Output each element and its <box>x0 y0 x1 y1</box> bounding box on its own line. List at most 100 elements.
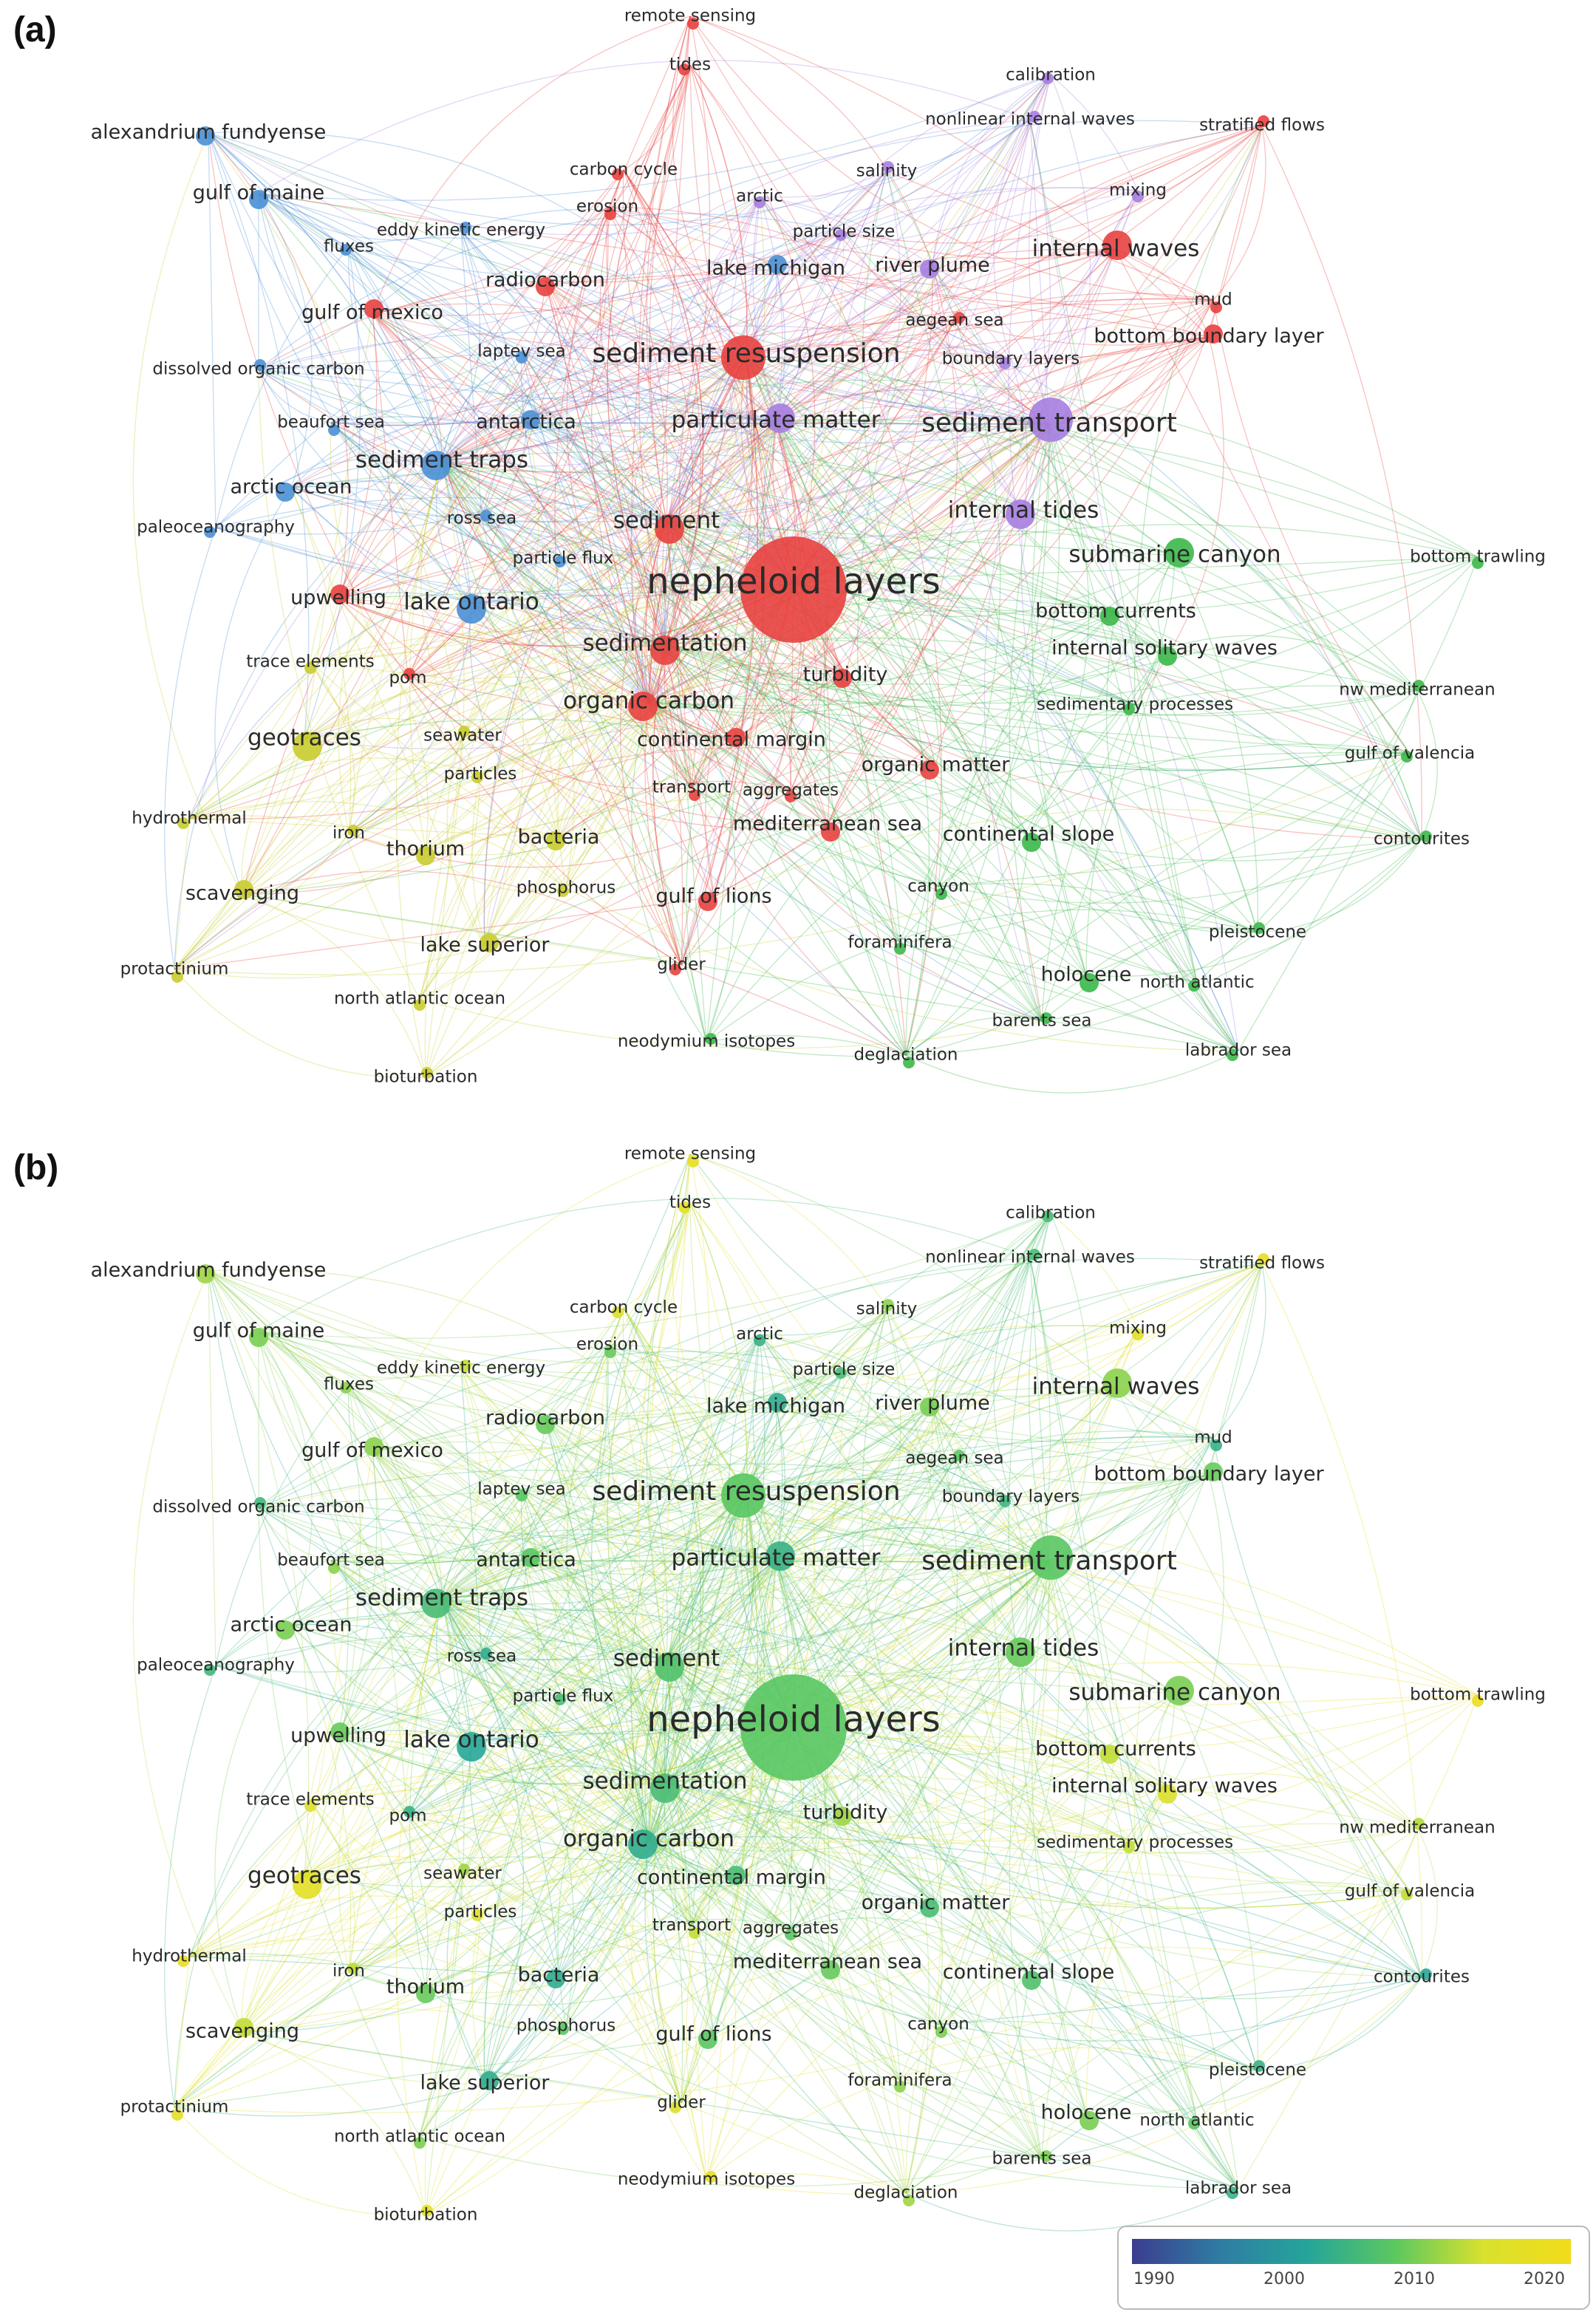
edge <box>441 1489 522 1600</box>
node-circle <box>480 1648 492 1660</box>
edge <box>330 1560 481 1913</box>
edge <box>258 193 564 559</box>
edge <box>905 2155 1043 2194</box>
edge <box>208 1270 349 1385</box>
edge <box>993 1213 1051 1498</box>
edge <box>242 893 682 966</box>
node-label: antarctica <box>476 1549 576 1572</box>
edge <box>554 169 682 966</box>
node-label: glider <box>657 2093 706 2113</box>
edge <box>419 420 777 1000</box>
edge <box>290 1625 794 1722</box>
edge <box>775 1257 1031 1560</box>
edge <box>1031 423 1087 976</box>
edge <box>562 558 649 703</box>
edge <box>484 1334 765 2084</box>
panel-a-label: (a) <box>13 10 57 50</box>
edge <box>441 1558 777 1605</box>
edge <box>790 779 1029 836</box>
node-circle <box>655 1652 684 1682</box>
edge <box>664 644 791 791</box>
edge <box>681 1823 1418 2104</box>
edge <box>242 2031 682 2104</box>
edge <box>174 1956 190 2108</box>
edge <box>348 246 667 522</box>
edge <box>938 1881 1411 2025</box>
edge <box>290 457 667 522</box>
edge <box>338 422 527 599</box>
edge <box>310 630 666 663</box>
node-circle <box>204 1664 216 1676</box>
edge <box>208 1257 1031 1364</box>
edge <box>746 1387 1116 1493</box>
edge <box>775 1558 1116 1750</box>
node-label: lake superior <box>420 934 550 957</box>
node-label: eddy kinetic energy <box>377 1359 545 1378</box>
edge <box>338 248 1116 599</box>
edge <box>174 1971 349 2108</box>
edge <box>932 1257 1031 1405</box>
edge <box>484 1369 845 2084</box>
edge <box>664 320 955 645</box>
edge <box>372 1450 1165 1787</box>
edge <box>746 354 1198 983</box>
edge <box>372 1450 828 1963</box>
node-circle <box>554 556 566 567</box>
edge <box>545 1418 794 1722</box>
edge <box>372 1450 443 1600</box>
edge <box>1023 75 1091 512</box>
node-circle <box>403 668 415 680</box>
edge <box>258 369 527 424</box>
edge <box>208 132 310 740</box>
edge <box>208 132 1050 425</box>
node-circle <box>687 1156 699 1167</box>
edge <box>905 2024 939 2194</box>
edge <box>208 1270 667 1660</box>
edge <box>562 1696 649 1841</box>
edge <box>425 827 559 850</box>
edge <box>648 701 907 1056</box>
edge <box>790 790 939 887</box>
edge <box>174 1598 443 2108</box>
edge <box>1134 704 1198 983</box>
edge <box>521 351 1043 1022</box>
edge <box>441 1598 472 1742</box>
edge <box>681 2102 907 2194</box>
edge <box>338 556 1479 599</box>
edge <box>425 1782 666 1988</box>
node-circle <box>1420 1968 1432 1980</box>
edge <box>460 1368 794 1722</box>
edge <box>746 344 1050 425</box>
edge <box>208 132 649 703</box>
edge <box>1028 1890 1411 1974</box>
edge <box>214 487 292 895</box>
edge <box>525 1558 777 1575</box>
edge <box>471 169 624 604</box>
edge <box>746 354 943 887</box>
edge <box>623 1307 701 1841</box>
node-label: particle size <box>793 222 896 242</box>
edge <box>648 320 955 703</box>
edge <box>242 1492 747 2033</box>
edge <box>462 1558 777 1875</box>
edge <box>686 1721 794 2181</box>
edge <box>607 206 693 645</box>
node-circle <box>471 1909 483 1921</box>
edge <box>419 998 1043 1049</box>
node-circle <box>1413 680 1425 692</box>
edge <box>1134 556 1479 706</box>
edge <box>188 1813 846 1958</box>
edge <box>746 1263 1263 1493</box>
edge <box>441 460 559 839</box>
edge <box>565 1839 649 2027</box>
edge <box>545 1418 649 1841</box>
edge <box>843 125 1263 244</box>
edge <box>208 132 216 528</box>
node-label: boundary layers <box>942 350 1080 369</box>
edge <box>330 1560 564 1697</box>
edge <box>1010 358 1028 512</box>
edge <box>441 1598 1043 2160</box>
edge <box>441 1436 1214 1600</box>
edge <box>188 420 777 819</box>
